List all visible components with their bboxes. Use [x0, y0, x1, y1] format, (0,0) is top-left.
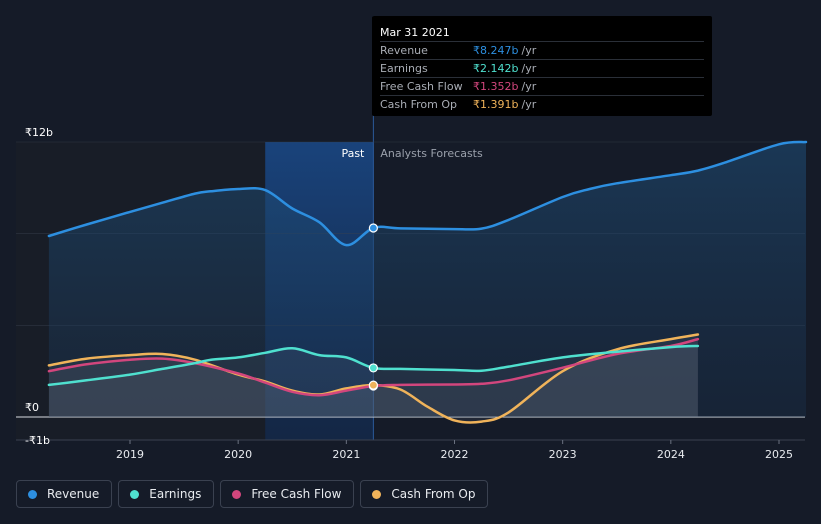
tooltip-unit: /yr [521, 98, 537, 111]
legend-item-revenue[interactable]: Revenue [16, 480, 113, 508]
tooltip-date: Mar 31 2021 [380, 26, 450, 39]
x-tick-label: 2021 [332, 448, 360, 461]
data-point-revenue [368, 223, 378, 233]
legend-item-free-cash-flow[interactable]: Free Cash Flow [220, 480, 355, 508]
legend-item-earnings[interactable]: Earnings [118, 480, 215, 508]
legend-label: Revenue [47, 487, 100, 501]
data-point-cash-from-op [368, 380, 378, 390]
series-area-cash-from-op [48, 334, 698, 423]
legend-label: Cash From Op [391, 487, 476, 501]
tooltip-unit: /yr [521, 44, 537, 57]
series-line-cash-from-op [47, 333, 700, 424]
tooltip-label: Free Cash Flow [380, 80, 463, 93]
legend-dot-icon [372, 489, 382, 499]
tooltip-value: ₹8.247b [473, 44, 519, 57]
chart-legend: Revenue Earnings Free Cash Flow Cash Fro… [16, 480, 489, 510]
data-point-earnings [368, 363, 378, 373]
tooltip-unit: /yr [521, 80, 537, 93]
legend-dot-icon [232, 489, 242, 499]
legend-label: Free Cash Flow [251, 487, 342, 501]
legend-item-cash-from-op[interactable]: Cash From Op [360, 480, 489, 508]
x-tick-label: 2024 [657, 448, 685, 461]
tooltip-label: Earnings [380, 62, 428, 75]
series-line-revenue [47, 140, 808, 247]
data-tooltip: Mar 31 2021 Revenue ₹8.247b /yr Earnings… [372, 16, 712, 116]
legend-label: Earnings [149, 487, 202, 501]
y-tick-label: ₹12b [25, 126, 53, 139]
forecast-label: Analysts Forecasts [380, 147, 483, 160]
legend-dot-icon [28, 489, 37, 499]
tooltip-unit: /yr [521, 62, 537, 75]
x-tick-label: 2019 [116, 448, 144, 461]
x-tick-label: 2025 [765, 448, 793, 461]
tooltip-row-earnings: Earnings ₹2.142b /yr [380, 59, 704, 77]
tooltip-value: ₹1.352b [473, 80, 519, 93]
legend-dot-icon [130, 489, 140, 499]
tooltip-row-cash-from-op: Cash From Op ₹1.391b /yr [380, 95, 704, 113]
x-tick-label: 2020 [224, 448, 252, 461]
tooltip-label: Revenue [380, 44, 428, 57]
tooltip-value: ₹1.391b [473, 98, 519, 111]
tooltip-label: Cash From Op [380, 98, 458, 111]
tooltip-row-free-cash-flow: Free Cash Flow ₹1.352b /yr [380, 77, 704, 95]
tooltip-row-revenue: Revenue ₹8.247b /yr [380, 41, 704, 59]
y-tick-label: ₹0 [25, 401, 39, 414]
y-tick-label: -₹1b [25, 434, 50, 447]
x-tick-label: 2023 [549, 448, 577, 461]
series-line-earnings [47, 344, 700, 387]
tooltip-value: ₹2.142b [473, 62, 519, 75]
past-label: Past [341, 147, 365, 160]
series-line-free-cash-flow [47, 337, 700, 397]
x-tick-label: 2022 [441, 448, 469, 461]
series-area-free-cash-flow [48, 339, 698, 417]
